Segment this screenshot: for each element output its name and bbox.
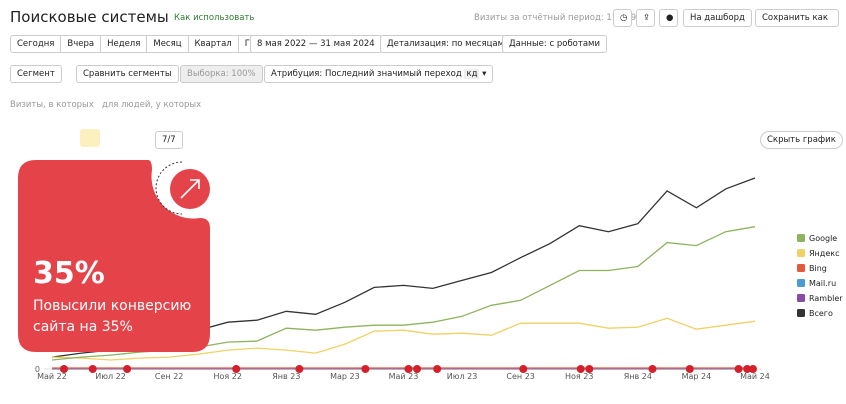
icon-button[interactable]: ⇪	[636, 9, 655, 27]
icon-button[interactable]: ◷	[613, 9, 632, 27]
annotation-marker[interactable]	[123, 365, 132, 373]
period-button[interactable]: Сегодня	[11, 36, 62, 52]
legend-checkbox	[797, 264, 805, 272]
annotation-marker[interactable]	[585, 365, 594, 373]
annotation-marker[interactable]	[232, 365, 241, 373]
annotation-marker[interactable]	[743, 365, 752, 373]
period-button[interactable]: Неделя	[101, 36, 148, 52]
title: Поисковые системы	[10, 8, 169, 26]
annotation-marker[interactable]	[734, 365, 743, 373]
legend-checkbox	[797, 249, 805, 257]
series-line	[51, 317, 756, 361]
icon-button[interactable]: ●	[659, 9, 678, 27]
series-line	[51, 226, 756, 361]
x-tick-label: Мар 23	[330, 372, 360, 381]
filter-people: для людей, у которых	[102, 100, 202, 110]
x-tick-label: Мар 24	[682, 372, 712, 381]
legend-label: Rambler	[809, 294, 843, 303]
x-tick-label: Май 24	[740, 372, 770, 381]
annotation-marker[interactable]	[433, 365, 442, 373]
legend-label: Google	[809, 234, 837, 243]
save-button[interactable]: Сохранить как	[755, 9, 839, 27]
period-button[interactable]: Месяц	[147, 36, 189, 52]
legend-label: Bing	[809, 264, 827, 273]
x-tick-label: Май 22	[37, 372, 67, 381]
attribution-tag: кд	[464, 69, 480, 79]
hide-chart[interactable]: Скрыть график	[760, 131, 843, 149]
help-link[interactable]: Как использовать	[174, 13, 255, 23]
x-tick-label: Май 23	[389, 372, 419, 381]
y-tick-label: 0	[35, 365, 40, 374]
legend-label: Mail.ru	[809, 279, 836, 288]
overlay-value: 35%	[33, 256, 105, 291]
line-mode-icon[interactable]	[80, 129, 100, 147]
visits-total: Визиты за отчётный период: 112 690	[474, 13, 642, 23]
detail-select[interactable]: Детализация: по месяцам	[380, 35, 511, 53]
x-tick-label: Ноя 23	[565, 372, 593, 381]
annotation-marker[interactable]	[295, 365, 304, 373]
legend-checkbox	[797, 234, 805, 242]
compare-button[interactable]: Сравнить сегменты	[76, 65, 179, 83]
annotation-marker[interactable]	[519, 365, 528, 373]
legend-checkbox	[797, 309, 805, 317]
annotation-marker[interactable]	[413, 365, 422, 373]
legend-checkbox	[797, 279, 805, 287]
annotation-marker[interactable]	[60, 365, 68, 373]
sample-button[interactable]: Выборка: 100%	[180, 65, 263, 83]
annotation-marker[interactable]	[88, 365, 97, 373]
period-button[interactable]: Квартал	[189, 36, 239, 52]
x-tick-label: Июл 23	[447, 372, 478, 381]
x-tick-label: Янв 24	[624, 372, 652, 381]
annotation-marker[interactable]	[685, 365, 694, 373]
legend-label: Всего	[809, 309, 833, 318]
annotation-marker[interactable]	[748, 365, 757, 373]
annotation-marker[interactable]	[576, 365, 585, 373]
overlay-text: Повысили конверсию сайта на 35%	[33, 298, 192, 335]
filter-visits: Визиты, в которых	[10, 100, 94, 110]
notes-button[interactable]: 7/7	[155, 131, 183, 149]
annotations	[60, 365, 757, 373]
data-select[interactable]: Данные: с роботами	[502, 35, 607, 53]
dashboard-button[interactable]: На дашборд	[683, 9, 752, 27]
annotation-marker[interactable]	[648, 365, 657, 373]
x-tick-label: Сен 23	[506, 372, 534, 381]
legend-checkbox	[797, 294, 805, 302]
x-tick-label: Сен 22	[155, 372, 183, 381]
annotation-marker[interactable]	[361, 365, 370, 373]
attribution: Атрибуция: Последний значимый переход	[271, 69, 462, 79]
attribution-select[interactable]: Атрибуция: Последний значимый переход кд…	[264, 65, 494, 83]
x-tick-label: Июл 22	[95, 372, 126, 381]
segment-button[interactable]: Сегмент	[10, 65, 62, 83]
x-tick-label: Ноя 22	[214, 372, 242, 381]
legend-label: Яндекс	[809, 249, 839, 258]
period-button[interactable]: Вчера	[61, 36, 102, 52]
annotation-marker[interactable]	[404, 365, 413, 373]
x-tick-label: Янв 23	[272, 372, 300, 381]
